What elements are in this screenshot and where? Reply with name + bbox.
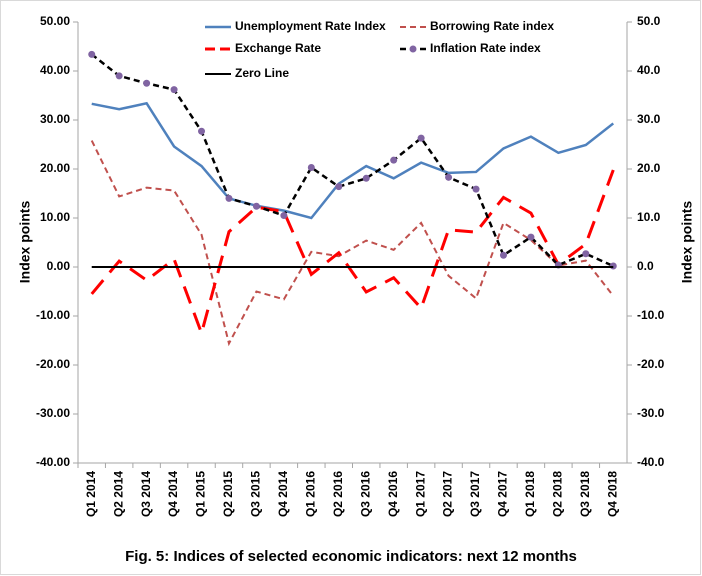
x-tick-label: Q2 2018 (551, 471, 565, 517)
legend-label: Zero Line (235, 66, 289, 80)
y-tick-label: 40.00 (40, 63, 70, 77)
y2-tick-label: -30.0 (637, 406, 665, 420)
x-tick-label: Q3 2017 (468, 471, 482, 517)
y2-tick-label: -40.0 (637, 455, 665, 469)
series-marker (527, 233, 535, 241)
x-tick-label: Q1 2017 (413, 471, 427, 517)
y2-tick-label: -10.0 (637, 308, 665, 322)
x-tick-label: Q4 2014 (276, 471, 290, 517)
x-tick-label: Q3 2014 (139, 471, 153, 517)
x-tick-label: Q4 2014 (166, 471, 180, 517)
y2-tick-label: 30.0 (637, 112, 661, 126)
legend-label: Borrowing Rate index (430, 19, 554, 33)
y2-tick-label: -20.0 (637, 357, 665, 371)
y2-tick-label: 10.0 (637, 210, 661, 224)
y-tick-label: 10.00 (40, 210, 70, 224)
y-tick-label: 50.00 (40, 14, 70, 28)
series-marker (280, 212, 288, 220)
y2-tick-label: 20.0 (637, 161, 661, 175)
x-tick-label: Q3 2016 (358, 471, 372, 517)
legend-label: Inflation Rate index (430, 41, 541, 55)
series-marker (198, 127, 206, 135)
series-marker (225, 194, 233, 202)
series-marker (335, 183, 343, 191)
y-tick-label: 0.00 (47, 259, 71, 273)
y-tick-label: 20.00 (40, 161, 70, 175)
y2-tick-label: 0.0 (637, 259, 654, 273)
x-tick-label: Q1 2018 (523, 471, 537, 517)
y-tick-label: -20.00 (36, 357, 70, 371)
y-tick-label: 30.00 (40, 112, 70, 126)
x-tick-label: Q2 2015 (221, 471, 235, 517)
x-tick-label: Q1 2016 (303, 471, 317, 517)
series-marker (390, 156, 398, 164)
y2-tick-label: 50.0 (637, 14, 661, 28)
x-tick-label: Q3 2018 (578, 471, 592, 517)
y-tick-label: -40.00 (36, 455, 70, 469)
series-marker (472, 185, 480, 193)
y-axis-title: Index points (17, 201, 33, 284)
legend-label: Unemployment Rate Index (235, 19, 386, 33)
series-marker (252, 202, 260, 210)
series-line (91, 101, 615, 220)
x-tick-label: Q4 2017 (496, 471, 510, 517)
x-tick-label: Q1 2014 (84, 471, 98, 517)
caption: Fig. 5: Indices of selected economic ind… (125, 548, 577, 565)
series-marker (115, 72, 123, 80)
series-marker (307, 164, 315, 172)
x-tick-label: Q3 2015 (249, 471, 263, 517)
x-tick-label: Q2 2016 (331, 471, 345, 517)
series-marker (582, 250, 590, 258)
series-marker (170, 86, 178, 94)
series-marker (417, 134, 425, 142)
series-line (90, 140, 615, 347)
y2-axis-title: Index points (679, 201, 695, 284)
x-tick-label: Q4 2018 (605, 471, 619, 517)
x-tick-label: Q2 2014 (111, 471, 125, 517)
y-tick-label: -30.00 (36, 406, 70, 420)
y2-tick-label: 40.0 (637, 63, 661, 77)
series-line (90, 53, 614, 268)
legend-marker (409, 45, 417, 53)
series-marker (445, 173, 453, 181)
y-tick-label: -10.00 (36, 308, 70, 322)
series-marker (499, 251, 507, 259)
x-tick-label: Q1 2015 (194, 471, 208, 517)
legend-label: Exchange Rate (235, 41, 321, 55)
series-line (90, 169, 615, 339)
series-marker (362, 174, 370, 182)
series-marker (143, 79, 151, 87)
series-marker (88, 50, 96, 58)
x-tick-label: Q2 2017 (441, 471, 455, 517)
x-tick-label: Q4 2016 (386, 471, 400, 517)
